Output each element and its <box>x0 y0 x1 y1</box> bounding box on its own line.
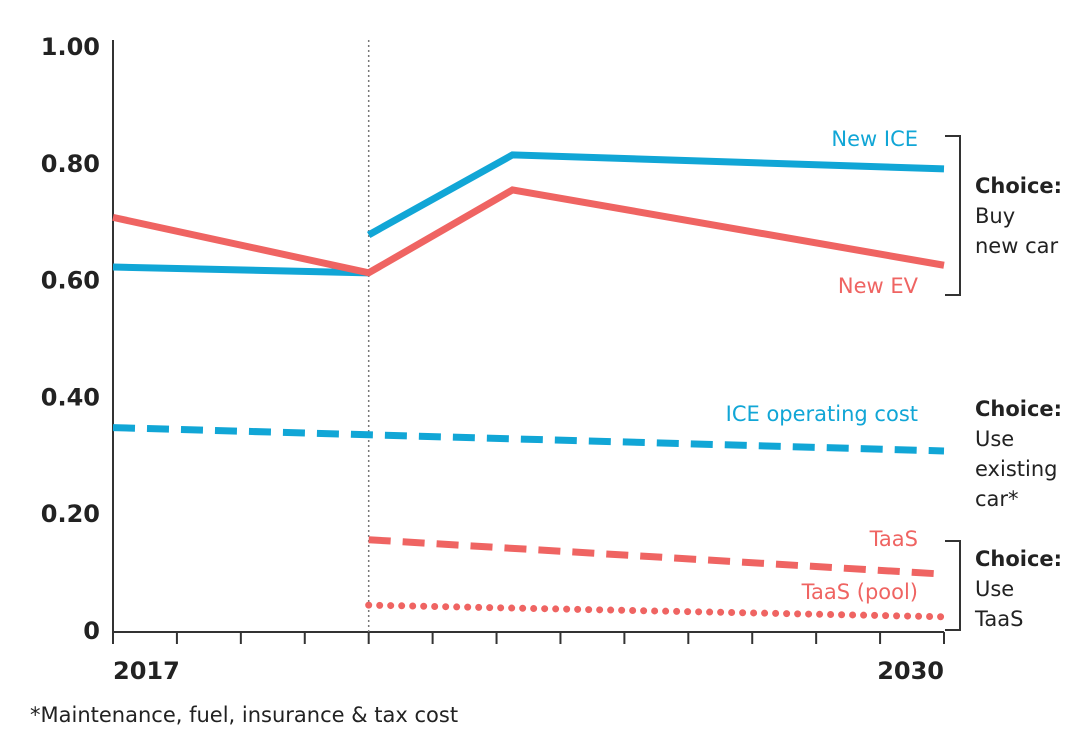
annotation-line: Buy <box>975 204 1015 228</box>
x-tick-label: 2017 <box>113 657 180 685</box>
series-label: New EV <box>838 274 919 298</box>
series-label: TaaS (pool) <box>801 580 918 604</box>
series-line <box>365 601 948 621</box>
bracket <box>945 540 961 631</box>
series-line <box>112 151 945 277</box>
annotation-line: car* <box>975 487 1019 511</box>
y-tick-label: 1.00 <box>41 33 100 61</box>
annotation-title: Choice: <box>975 547 1062 571</box>
bracket <box>945 135 961 296</box>
series-line <box>112 424 945 455</box>
annotation-line: existing <box>975 457 1057 481</box>
series-line <box>368 536 945 578</box>
y-tick-label: 0.20 <box>41 500 100 528</box>
annotation-title: Choice: <box>975 174 1062 198</box>
annotation-line: TaaS <box>974 607 1023 631</box>
y-tick-label: 0.60 <box>41 267 100 295</box>
annotation-title: Choice: <box>975 397 1062 421</box>
y-tick-label: 0.40 <box>41 383 100 411</box>
series-label: New ICE <box>831 127 918 151</box>
series-label: ICE operating cost <box>726 402 918 426</box>
footnote: *Maintenance, fuel, insurance & tax cost <box>30 703 458 727</box>
series-line <box>112 186 945 277</box>
series-label: TaaS <box>869 527 918 551</box>
x-tick-label: 2030 <box>877 657 944 685</box>
annotation-line: Use <box>975 427 1014 451</box>
y-tick-label: 0.80 <box>41 150 100 178</box>
annotation-line: new car <box>975 234 1058 258</box>
annotation-line: Use <box>975 577 1014 601</box>
y-tick-label: 0 <box>83 617 100 645</box>
